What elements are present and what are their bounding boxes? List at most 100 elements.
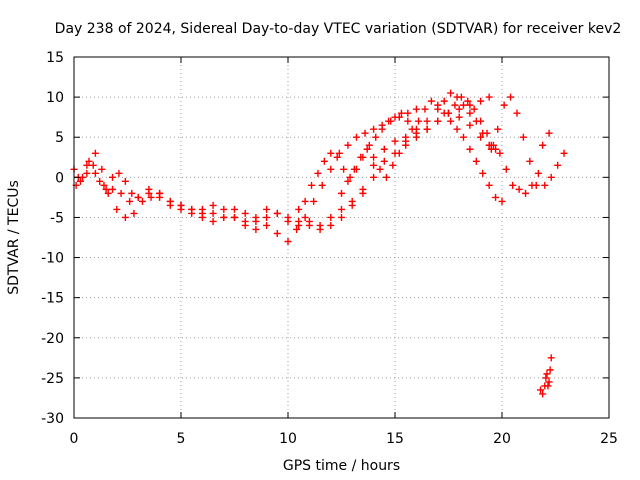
series-track-8 xyxy=(537,354,555,398)
y-tick-label: 5 xyxy=(55,130,64,146)
data-point xyxy=(466,109,474,117)
plot-frame xyxy=(73,56,610,419)
data-point xyxy=(466,121,474,129)
data-point xyxy=(241,209,249,217)
data-point xyxy=(472,157,480,165)
data-point xyxy=(395,149,403,157)
y-tick-label: 0 xyxy=(55,170,64,186)
data-point xyxy=(273,209,281,217)
data-point xyxy=(327,149,335,157)
data-point xyxy=(509,181,517,189)
data-point xyxy=(335,149,343,157)
y-tick-label: 10 xyxy=(46,90,64,106)
data-point xyxy=(466,101,474,109)
y-tick-label: -5 xyxy=(50,210,64,226)
data-point xyxy=(85,157,93,165)
data-point xyxy=(440,97,448,105)
data-point xyxy=(121,213,129,221)
data-point xyxy=(241,221,249,229)
axis-ticks-layer: 0 5 10 15 20 25 -30 -25 -20 -15 -10 -5 0 5 10 15 xyxy=(41,50,618,447)
data-point xyxy=(455,105,463,113)
data-point xyxy=(492,193,500,201)
data-point xyxy=(370,153,378,161)
data-point xyxy=(370,173,378,181)
data-point xyxy=(348,201,356,209)
data-point xyxy=(479,169,487,177)
data-point xyxy=(457,93,465,101)
data-point xyxy=(423,117,431,125)
data-point xyxy=(560,149,568,157)
data-point xyxy=(500,101,508,109)
data-point xyxy=(519,133,527,141)
data-point xyxy=(526,157,534,165)
data-point xyxy=(295,221,303,229)
data-point xyxy=(138,197,146,205)
y-tick-label: -20 xyxy=(41,331,64,347)
data-point xyxy=(361,129,369,137)
grid-layer xyxy=(74,57,609,418)
data-point xyxy=(166,197,174,205)
data-point xyxy=(539,390,547,398)
data-point xyxy=(121,177,129,185)
data-point xyxy=(209,209,217,217)
data-point xyxy=(263,213,271,221)
data-point xyxy=(263,205,271,213)
data-point xyxy=(145,189,153,197)
data-point xyxy=(357,153,365,161)
data-point xyxy=(344,141,352,149)
data-point xyxy=(352,133,360,141)
data-point xyxy=(547,354,555,362)
data-point xyxy=(126,197,134,205)
series-track-7 xyxy=(487,93,553,189)
data-point xyxy=(470,105,478,113)
x-tick-label: 10 xyxy=(279,431,297,447)
data-point xyxy=(327,213,335,221)
data-point xyxy=(117,189,125,197)
series-track-3 xyxy=(74,109,495,233)
data-point xyxy=(434,101,442,109)
data-point xyxy=(507,93,515,101)
data-point xyxy=(100,181,108,189)
data-point xyxy=(546,366,554,374)
data-point xyxy=(209,201,217,209)
data-point xyxy=(447,89,455,97)
data-point xyxy=(220,205,228,213)
data-point xyxy=(487,145,495,153)
series-track-6 xyxy=(445,93,568,197)
data-point xyxy=(231,205,238,213)
data-point xyxy=(485,93,493,101)
data-point xyxy=(421,105,429,113)
data-point xyxy=(83,161,91,169)
data-point xyxy=(477,133,485,141)
data-point xyxy=(91,149,99,157)
x-tick-label: 5 xyxy=(177,431,186,447)
y-tick-label: -25 xyxy=(41,371,64,387)
data-point xyxy=(496,149,504,157)
data-point xyxy=(128,189,136,197)
data-point xyxy=(545,129,553,137)
data-point xyxy=(532,181,540,189)
data-point xyxy=(502,165,510,173)
data-point xyxy=(98,165,106,173)
data-point xyxy=(427,97,435,105)
data-point xyxy=(543,370,551,378)
data-point xyxy=(198,213,206,221)
data-point xyxy=(156,193,164,201)
data-point xyxy=(252,213,260,221)
data-point xyxy=(385,117,393,125)
data-point xyxy=(404,109,412,117)
data-point xyxy=(545,378,553,386)
data-point xyxy=(380,157,388,165)
data-point xyxy=(147,193,155,201)
data-point xyxy=(477,97,485,105)
data-point xyxy=(359,189,367,197)
data-point xyxy=(397,109,405,117)
data-point xyxy=(477,117,485,125)
data-point xyxy=(415,117,423,125)
data-point xyxy=(372,133,380,141)
data-point xyxy=(513,109,521,117)
data-point xyxy=(310,197,318,205)
data-point xyxy=(539,141,547,149)
data-point xyxy=(252,225,260,233)
